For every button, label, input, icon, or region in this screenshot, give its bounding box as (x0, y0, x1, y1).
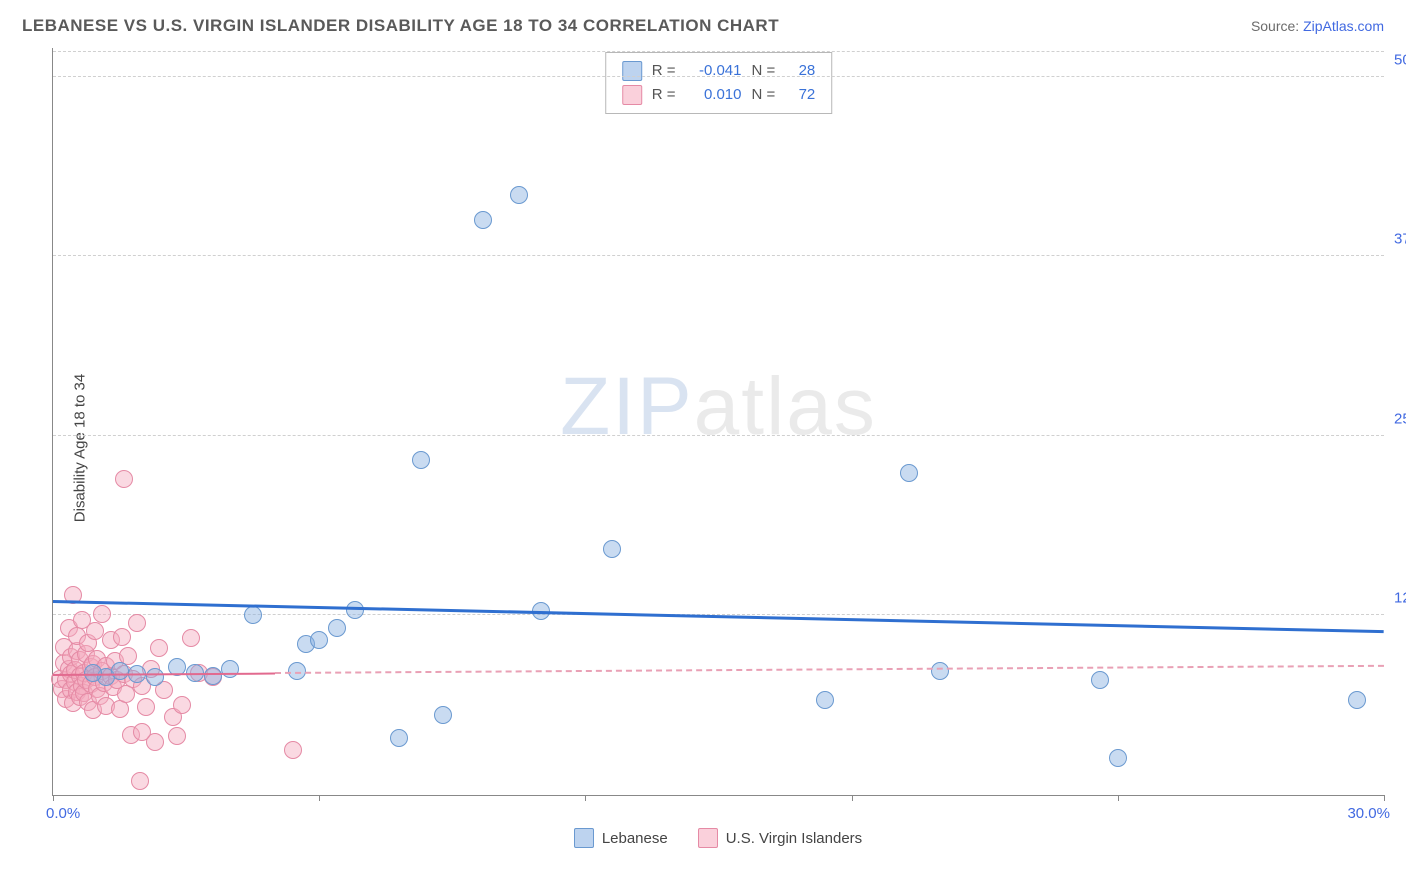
data-point (434, 706, 452, 724)
data-point (182, 629, 200, 647)
gridline-h (53, 76, 1384, 77)
watermark-zip: ZIP (560, 361, 694, 452)
y-tick-label: 12.5% (1394, 590, 1406, 607)
data-point (204, 667, 222, 685)
watermark: ZIPatlas (560, 360, 877, 454)
x-axis: 0.0% 30.0% (52, 802, 1384, 822)
data-point (150, 639, 168, 657)
n-value: 28 (785, 59, 815, 83)
data-point (133, 723, 151, 741)
stats-legend: R = -0.041 N = 28 R = 0.010 N = 72 (605, 52, 833, 114)
data-point (1109, 749, 1127, 767)
data-point (115, 470, 133, 488)
x-tick (585, 795, 586, 801)
r-value: 0.010 (686, 83, 742, 107)
data-point (137, 698, 155, 716)
chart-title: LEBANESE VS U.S. VIRGIN ISLANDER DISABIL… (22, 16, 779, 36)
data-point (474, 211, 492, 229)
x-tick (319, 795, 320, 801)
data-point (113, 628, 131, 646)
stats-row: R = -0.041 N = 28 (622, 59, 816, 83)
gridline-h (53, 255, 1384, 256)
data-point (816, 691, 834, 709)
legend-label: Lebanese (602, 830, 668, 847)
data-point (412, 451, 430, 469)
data-point (146, 668, 164, 686)
data-point (93, 605, 111, 623)
plot-area: ZIPatlas R = -0.041 N = 28 R = 0.010 N =… (52, 48, 1384, 796)
data-point (284, 741, 302, 759)
trend-line (275, 665, 1384, 674)
watermark-atlas: atlas (694, 361, 877, 452)
data-point (128, 614, 146, 632)
data-point (168, 727, 186, 745)
data-point (510, 186, 528, 204)
data-point (244, 606, 262, 624)
data-point (390, 729, 408, 747)
chart-container: Disability Age 18 to 34 ZIPatlas R = -0.… (40, 48, 1384, 848)
legend-label: U.S. Virgin Islanders (726, 830, 862, 847)
gridline-h (53, 435, 1384, 436)
x-min-label: 0.0% (46, 805, 80, 822)
r-label: R = (652, 59, 676, 83)
data-point (1091, 671, 1109, 689)
data-point (310, 631, 328, 649)
source-label: Source: (1251, 18, 1303, 34)
legend-item: U.S. Virgin Islanders (698, 828, 862, 848)
data-point (173, 696, 191, 714)
series-legend: Lebanese U.S. Virgin Islanders (52, 828, 1384, 848)
trend-line (53, 672, 275, 675)
data-point (603, 540, 621, 558)
r-label: R = (652, 83, 676, 107)
x-tick (852, 795, 853, 801)
swatch-blue-icon (622, 61, 642, 81)
x-tick (1118, 795, 1119, 801)
source-attribution: Source: ZipAtlas.com (1251, 18, 1384, 34)
n-value: 72 (785, 83, 815, 107)
y-tick-label: 37.5% (1394, 231, 1406, 248)
r-value: -0.041 (686, 59, 742, 83)
n-label: N = (752, 83, 776, 107)
y-tick-label: 25.0% (1394, 410, 1406, 427)
swatch-pink-icon (698, 828, 718, 848)
stats-row: R = 0.010 N = 72 (622, 83, 816, 107)
data-point (131, 772, 149, 790)
data-point (931, 662, 949, 680)
data-point (328, 619, 346, 637)
y-tick-label: 50.0% (1394, 51, 1406, 68)
data-point (900, 464, 918, 482)
n-label: N = (752, 59, 776, 83)
source-link[interactable]: ZipAtlas.com (1303, 18, 1384, 34)
x-tick (53, 795, 54, 801)
swatch-blue-icon (574, 828, 594, 848)
legend-item: Lebanese (574, 828, 668, 848)
swatch-pink-icon (622, 85, 642, 105)
x-max-label: 30.0% (1347, 805, 1390, 822)
x-tick (1384, 795, 1385, 801)
data-point (1348, 691, 1366, 709)
data-point (111, 662, 129, 680)
